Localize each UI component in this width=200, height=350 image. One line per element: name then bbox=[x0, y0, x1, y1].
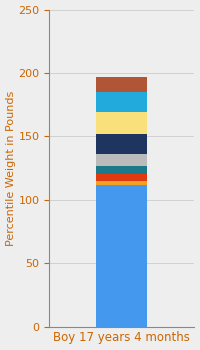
Bar bbox=[96, 154, 147, 166]
Y-axis label: Percentile Weight in Pounds: Percentile Weight in Pounds bbox=[6, 90, 16, 246]
Bar bbox=[96, 184, 147, 327]
Bar bbox=[96, 92, 147, 112]
Bar bbox=[96, 166, 147, 174]
Bar bbox=[96, 174, 147, 181]
Bar bbox=[96, 112, 147, 134]
Bar bbox=[96, 77, 147, 92]
Bar bbox=[96, 181, 147, 184]
Bar bbox=[96, 134, 147, 154]
